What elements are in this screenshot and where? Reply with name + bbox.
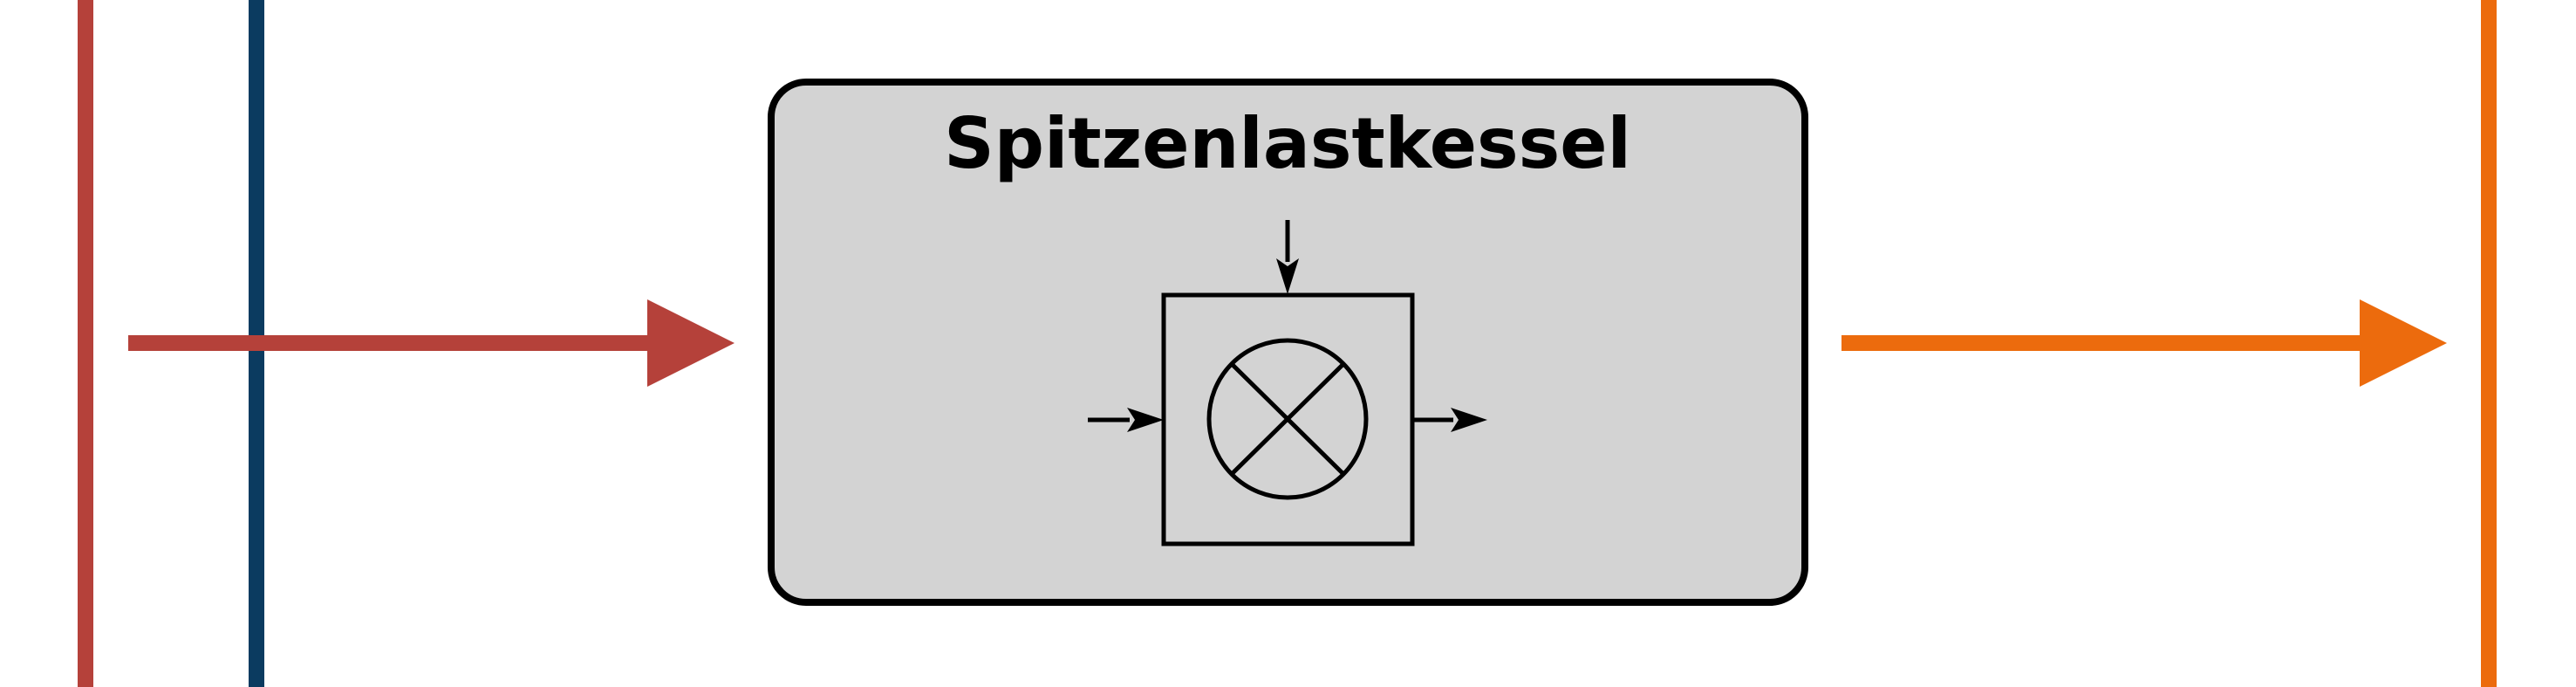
boiler-symbol-icon [1088, 220, 1487, 546]
outlet-arrow-icon [1841, 299, 2447, 387]
inlet-arrow-icon [128, 299, 735, 387]
component-title: Spitzenlastkessel [944, 103, 1631, 184]
